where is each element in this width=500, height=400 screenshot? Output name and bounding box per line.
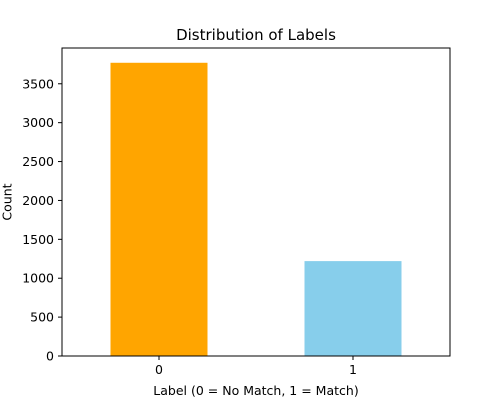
y-tick-label: 0 [46, 349, 54, 364]
x-tick-label: 1 [349, 362, 357, 377]
y-tick-label: 2500 [22, 154, 54, 169]
y-tick-label: 1000 [22, 271, 54, 286]
y-axis-ticks: 0 500 1000 1500 2000 2500 3000 3500 [22, 76, 62, 364]
x-axis-label: Label (0 = No Match, 1 = Match) [153, 383, 358, 398]
chart-title: Distribution of Labels [176, 26, 336, 44]
y-tick-label: 500 [30, 310, 54, 325]
bar-0 [110, 62, 208, 357]
y-tick-label: 1500 [22, 232, 54, 247]
plot-frame [61, 47, 451, 357]
y-tick-label: 2000 [22, 193, 54, 208]
y-tick-label: 3500 [22, 76, 54, 91]
y-tick-label: 3000 [22, 115, 54, 130]
x-tick-label: 0 [155, 362, 163, 377]
y-axis-label: Count [0, 183, 15, 220]
bar-1 [304, 261, 402, 356]
bars-layer [110, 62, 402, 357]
